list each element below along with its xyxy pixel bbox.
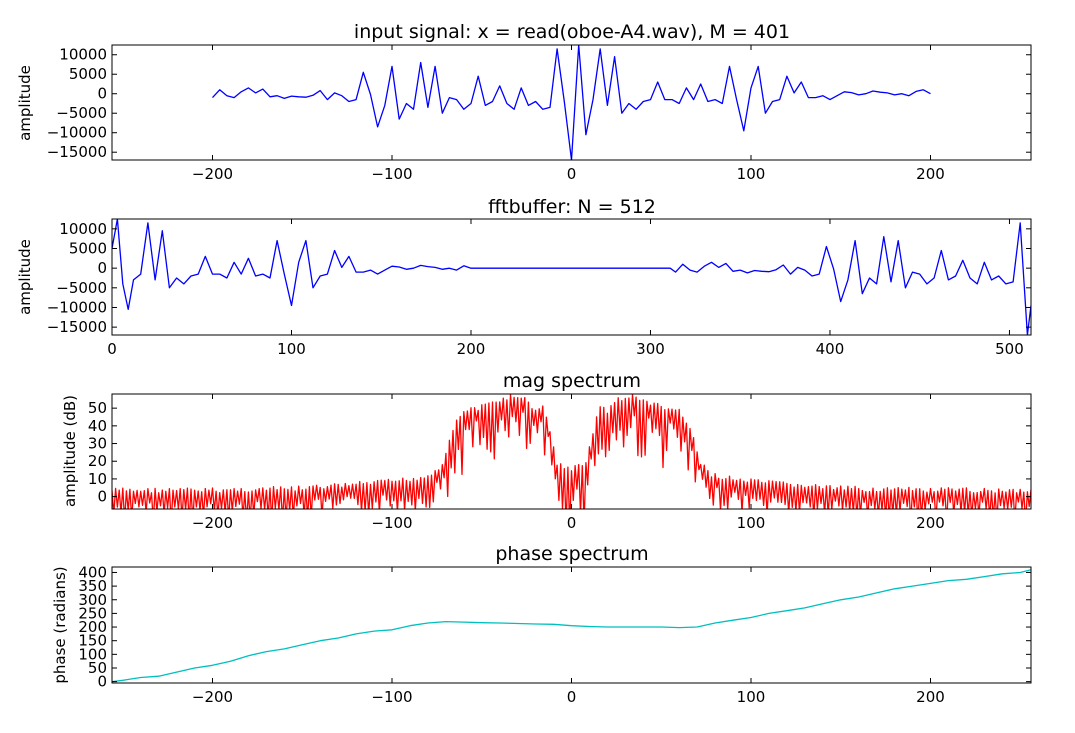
y-tick-label: 10 [88,470,107,488]
x-tick-label: 200 [916,514,945,532]
y-tick-label: 0 [97,259,107,277]
axes-frame [111,566,1032,684]
plot-area: −200 −100 0 100 2001000050000−5000−10000−150… [47,44,1032,183]
y-tick-label: 300 [78,591,107,609]
series-line [112,219,1031,335]
panel-title: mag spectrum [503,370,641,392]
y-tick-label: −5000 [56,104,107,122]
y-tick-label: 400 [78,563,107,581]
x-tick-label: 500 [995,340,1024,358]
x-tick-label: 200 [916,688,945,706]
y-tick-label: −10000 [47,298,107,316]
series-line [112,394,1031,509]
x-tick-label: −200 [192,165,233,183]
y-axis-label: amplitude [16,239,34,315]
x-tick-label: 0 [567,688,577,706]
x-tick-label: 400 [816,340,845,358]
y-tick-label: 40 [88,417,107,435]
y-tick-label: 20 [88,452,107,470]
y-tick-label: 50 [88,399,107,417]
y-tick-label: 50 [88,659,107,677]
y-tick-label: 100 [78,645,107,663]
x-tick-label: 200 [457,340,486,358]
y-tick-label: 10000 [59,46,107,64]
x-tick-label: −100 [371,514,412,532]
x-tick-label: 200 [916,165,945,183]
panel-title: input signal: x = read(oboe-A4.wav), M =… [354,21,790,43]
x-tick-label: 100 [737,514,766,532]
y-tick-label: 5000 [69,239,107,257]
x-tick-label: −200 [192,688,233,706]
y-tick-label: −10000 [47,124,107,142]
x-tick-label: 100 [277,340,306,358]
y-tick-label: 30 [88,435,107,453]
axes-frame [111,218,1032,336]
panel-fftbuffer: fftbuffer: N = 512 amplitude 0 100 200 300 4… [16,196,1032,358]
series-line [212,45,931,160]
x-tick-label: 100 [737,688,766,706]
x-tick-label: −200 [192,514,233,532]
y-tick-label: 250 [78,604,107,622]
y-tick-label: 350 [78,577,107,595]
x-tick-label: −100 [371,165,412,183]
y-tick-label: 5000 [69,65,107,83]
y-tick-label: 200 [78,618,107,636]
panel-title: fftbuffer: N = 512 [488,196,656,218]
y-tick-label: −15000 [47,143,107,161]
x-tick-label: 0 [107,340,117,358]
y-tick-label: 0 [97,488,107,506]
panel-mag-spectrum: mag spectrum amplitude (dB) −200 −100 0 100… [61,370,1032,532]
axes-frame [111,393,1032,510]
y-tick-label: 10000 [59,220,107,238]
y-tick-label: −15000 [47,318,107,336]
y-tick-label: 150 [78,632,107,650]
series-line [112,569,1031,683]
y-tick-label: 0 [97,673,107,691]
y-axis-label: amplitude [16,65,34,141]
panel-phase-spectrum: phase spectrum phase (radians) −200 −100 0… [51,543,1032,706]
x-tick-label: −100 [371,688,412,706]
x-tick-label: 0 [567,165,577,183]
panel-title: phase spectrum [495,543,648,565]
y-axis-label: amplitude (dB) [61,395,79,507]
x-tick-label: 100 [737,165,766,183]
y-tick-label: 0 [97,85,107,103]
panel-input-signal: input signal: x = read(oboe-A4.wav), M =… [16,21,1032,183]
x-tick-label: 0 [567,514,577,532]
y-tick-label: −5000 [56,279,107,297]
axes-frame [111,44,1032,161]
x-tick-label: 300 [636,340,665,358]
y-axis-label: phase (radians) [51,566,69,683]
